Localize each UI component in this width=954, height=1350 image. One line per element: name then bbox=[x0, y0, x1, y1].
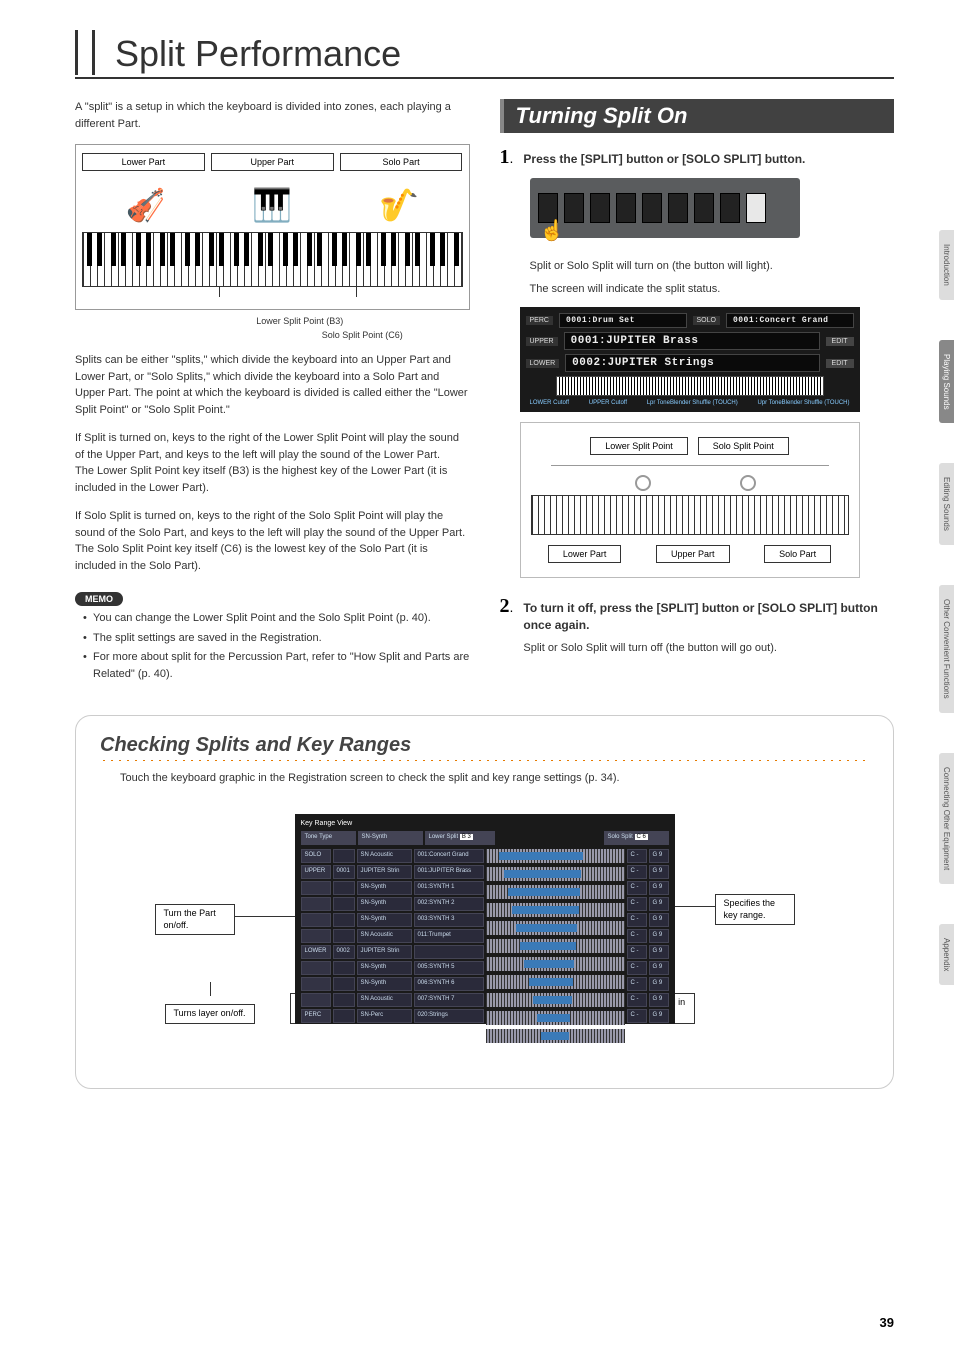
split-point-diagram: Lower Split Point Solo Split Point Lower… bbox=[520, 422, 860, 578]
page-title: Split Performance bbox=[115, 33, 401, 75]
split-diagram: Lower Part Upper Part Solo Part 🎻 🎹 🎷 bbox=[75, 144, 470, 310]
sp-part-upper: Upper Part bbox=[656, 545, 730, 563]
memo-item: For more about split for the Percussion … bbox=[83, 649, 470, 682]
lower-split-point-label: Lower Split Point bbox=[590, 437, 688, 455]
lcd-screen-mock: PERC 0001:Drum Set SOLO 0001:Concert Gra… bbox=[520, 307, 860, 412]
paragraph-1: Splits can be either "splits," which div… bbox=[75, 352, 470, 418]
step-1-sub1: Split or Solo Split will turn on (the bu… bbox=[530, 258, 895, 275]
paragraph-3: If Solo Split is turned on, keys to the … bbox=[75, 508, 470, 574]
hand-cursor-icon: ☝ bbox=[540, 218, 565, 243]
side-tab[interactable]: Editing Sounds bbox=[939, 463, 954, 545]
memo-badge: MEMO bbox=[75, 592, 123, 606]
piano-icon: 🎹 bbox=[252, 186, 292, 224]
step-number: 2 bbox=[500, 595, 510, 617]
side-tab[interactable]: Introduction bbox=[939, 230, 954, 300]
side-tab[interactable]: Appendix bbox=[939, 924, 954, 985]
step-2-sub: Split or Solo Split will turn off (the b… bbox=[523, 640, 894, 657]
sp-part-lower: Lower Part bbox=[548, 545, 622, 563]
step-2: 2. To turn it off, press the [SPLIT] but… bbox=[500, 596, 895, 656]
side-tab[interactable]: Playing Sounds bbox=[939, 340, 954, 424]
checking-intro: Touch the keyboard graphic in the Regist… bbox=[120, 772, 869, 784]
paragraph-2: If Split is turned on, keys to the right… bbox=[75, 430, 470, 496]
section-header: Turning Split On bbox=[500, 99, 895, 133]
solo-split-point-caption: Solo Split Point (C6) bbox=[255, 330, 470, 340]
lower-split-point-caption: Lower Split Point (B3) bbox=[130, 316, 470, 326]
intro-text: A "split" is a setup in which the keyboa… bbox=[75, 99, 470, 132]
title-marker bbox=[75, 30, 95, 75]
solo-split-point-label: Solo Split Point bbox=[698, 437, 789, 455]
step-number: 1 bbox=[500, 146, 510, 168]
button-panel-image: ☝ bbox=[530, 178, 800, 238]
annot-layer-onoff: Turns layer on/off. bbox=[165, 1004, 255, 1024]
diagram-part-lower: Lower Part bbox=[82, 153, 205, 171]
checking-title: Checking Splits and Key Ranges bbox=[100, 734, 869, 757]
keyboard-graphic bbox=[82, 232, 463, 287]
annot-part-onoff: Turn the Part on/off. bbox=[155, 904, 235, 935]
step-1-sub2: The screen will indicate the split statu… bbox=[530, 281, 895, 298]
key-range-view-screen: Key Range View Tone Type SN-Synth Lower … bbox=[295, 814, 675, 1024]
step-1-text: Press the [SPLIT] button or [SOLO SPLIT]… bbox=[523, 152, 805, 166]
side-tabs: Introduction Playing Sounds Editing Soun… bbox=[939, 230, 954, 985]
diagram-part-solo: Solo Part bbox=[340, 153, 463, 171]
page-title-bar: Split Performance bbox=[75, 30, 894, 79]
side-tab[interactable]: Connecting Other Equipment bbox=[939, 753, 954, 884]
sax-icon: 🎷 bbox=[379, 186, 419, 224]
annot-key-range: Specifies the key range. bbox=[715, 894, 795, 925]
violin-icon: 🎻 bbox=[125, 186, 165, 224]
sp-part-solo: Solo Part bbox=[764, 545, 831, 563]
side-tab[interactable]: Other Convenient Functions bbox=[939, 585, 954, 713]
step-1: 1. Press the [SPLIT] button or [SOLO SPL… bbox=[500, 147, 895, 168]
page-number: 39 bbox=[880, 1315, 894, 1330]
step-2-text: To turn it off, press the [SPLIT] button… bbox=[523, 601, 877, 632]
checking-splits-box: Checking Splits and Key Ranges Touch the… bbox=[75, 715, 894, 1089]
memo-item: You can change the Lower Split Point and… bbox=[83, 610, 470, 627]
diagram-part-upper: Upper Part bbox=[211, 153, 334, 171]
memo-item: The split settings are saved in the Regi… bbox=[83, 630, 470, 647]
memo-list: You can change the Lower Split Point and… bbox=[75, 610, 470, 682]
